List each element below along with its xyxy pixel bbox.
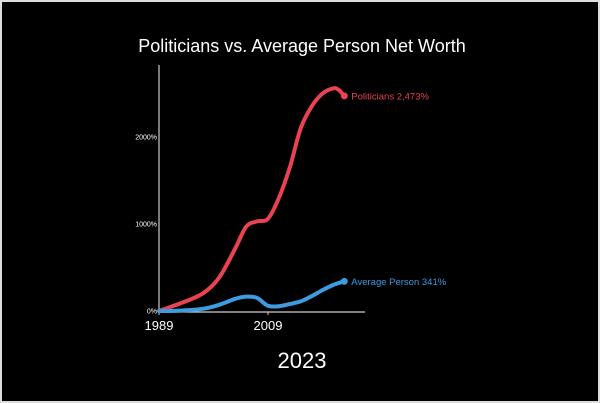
average-person-end-label: Average Person 341% xyxy=(351,277,446,288)
x-tick-label: 1989 xyxy=(145,318,174,333)
politicians-end-point xyxy=(340,92,348,100)
y-tick-label: 1000% xyxy=(135,222,157,229)
x-tick-label: 2009 xyxy=(254,318,283,333)
average-person-line xyxy=(157,279,347,313)
y-tick-label: 2000% xyxy=(135,135,157,142)
current-year-label: 2023 xyxy=(278,348,327,373)
average-person-end-point xyxy=(340,277,348,285)
y-tick-label: 0% xyxy=(147,309,157,316)
politicians-line xyxy=(157,86,347,313)
politicians-end-label: Politicians 2,473% xyxy=(351,91,429,102)
chart-title: Politicians vs. Average Person Net Worth xyxy=(138,36,466,56)
